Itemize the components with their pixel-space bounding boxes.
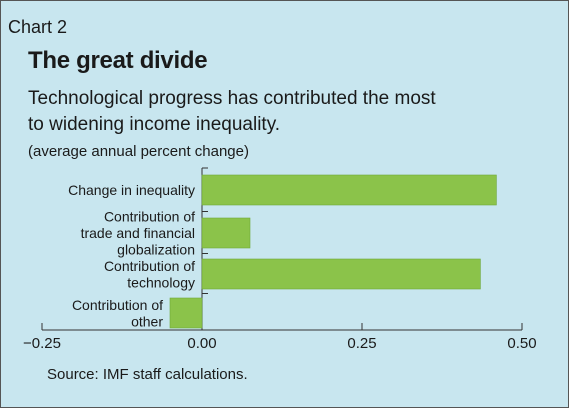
- category-label-2-line-1: technology: [127, 274, 195, 290]
- x-tick-label-0: −0.25: [23, 335, 61, 352]
- bar-1: [201, 217, 251, 249]
- x-tick-label-1: 0.00: [187, 335, 216, 352]
- bar-3: [169, 297, 203, 329]
- chart-title: The great divide: [28, 47, 208, 74]
- x-tick-label-2: 0.25: [347, 335, 376, 352]
- chart-label: Chart 2: [8, 17, 68, 37]
- chart-subtitle: Technological progress has contributed t…: [28, 86, 436, 138]
- source-note: Source: IMF staff calculations.: [47, 366, 248, 383]
- category-label-0: Change in inequality: [68, 182, 195, 198]
- category-label-1-line-0: Contribution of: [104, 209, 195, 225]
- bar-2: [201, 258, 481, 290]
- unit-note: (average annual percent change): [28, 143, 249, 160]
- subtitle-line-2: to widening income inequality.: [28, 114, 281, 135]
- x-tick-label-3: 0.50: [507, 335, 536, 352]
- category-label-1-line-2: globalization: [117, 242, 195, 258]
- category-label-2: Contribution of technology: [104, 258, 195, 291]
- category-label-3: Contribution of other: [72, 297, 163, 330]
- category-label-1-line-1: trade and financial: [81, 225, 195, 241]
- category-label-3-line-1: other: [131, 313, 163, 329]
- bar-0: [201, 174, 497, 206]
- category-label-3-line-0: Contribution of: [72, 297, 163, 313]
- subtitle-line-1: Technological progress has contributed t…: [28, 88, 436, 109]
- category-label-2-line-0: Contribution of: [104, 258, 195, 274]
- category-label-1: Contribution of trade and financial global…: [81, 209, 196, 258]
- category-label-0-line-0: Change in inequality: [68, 182, 195, 198]
